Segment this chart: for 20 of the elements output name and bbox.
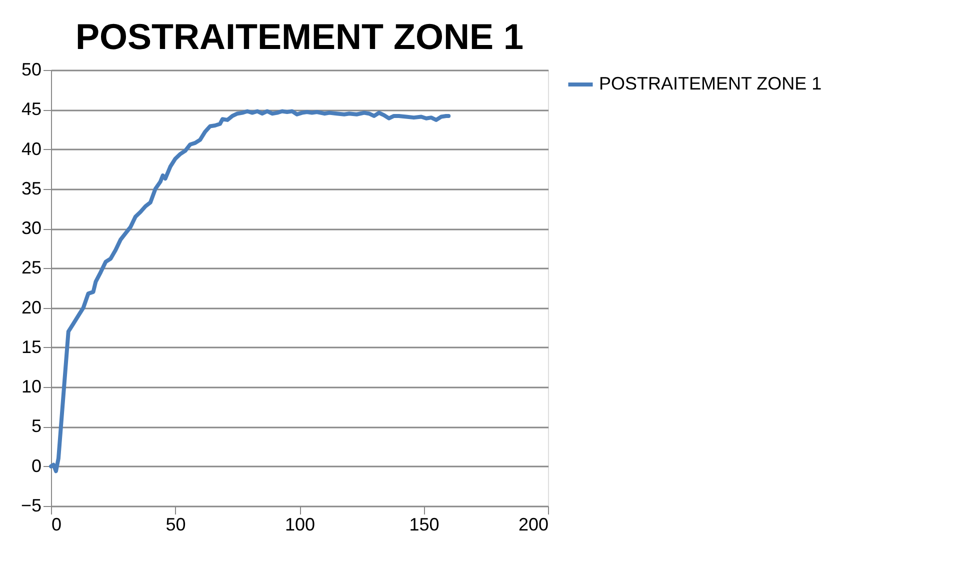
y-tick-label: 5	[31, 416, 42, 436]
y-tick-label: 45	[21, 99, 42, 120]
y-tick-label: 30	[21, 218, 42, 238]
y-tick-label: 25	[21, 258, 42, 278]
y-tick-label: 50	[21, 60, 42, 80]
x-tick-label: 150	[409, 514, 440, 534]
x-tick-label: 200	[518, 514, 548, 534]
y-tick-label: 0	[31, 456, 42, 476]
y-tick-label: −5	[20, 496, 42, 516]
y-tick-label: 15	[21, 336, 42, 357]
x-tick-label: 50	[166, 514, 186, 534]
y-tick-label: 40	[21, 138, 42, 159]
x-tick-label: 100	[284, 514, 316, 534]
y-tick-label: 35	[21, 178, 42, 198]
y-tick-label: 10	[21, 376, 42, 397]
line-series	[49, 109, 451, 474]
chart-title: POSTRAITEMENT ZONE 1	[75, 16, 524, 57]
legend-label: POSTRAITEMENT ZONE 1	[599, 74, 822, 94]
x-tick-label: 0	[52, 514, 62, 534]
y-tick-label: 20	[21, 297, 42, 318]
